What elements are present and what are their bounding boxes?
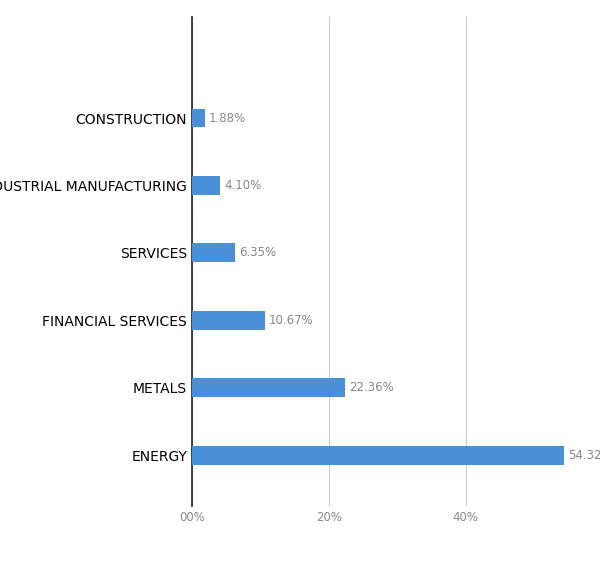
Text: 6.35%: 6.35%: [239, 246, 277, 260]
Bar: [192, 108, 205, 128]
Bar: [192, 311, 265, 330]
Text: 1.88%: 1.88%: [209, 111, 246, 125]
Bar: [192, 378, 345, 397]
Text: 22.36%: 22.36%: [349, 381, 394, 395]
Bar: [192, 446, 563, 465]
Bar: [192, 243, 235, 262]
Bar: [192, 176, 220, 195]
Text: 10.67%: 10.67%: [269, 314, 314, 327]
Text: 4.10%: 4.10%: [224, 179, 262, 192]
Text: 54.32%: 54.32%: [568, 448, 600, 462]
